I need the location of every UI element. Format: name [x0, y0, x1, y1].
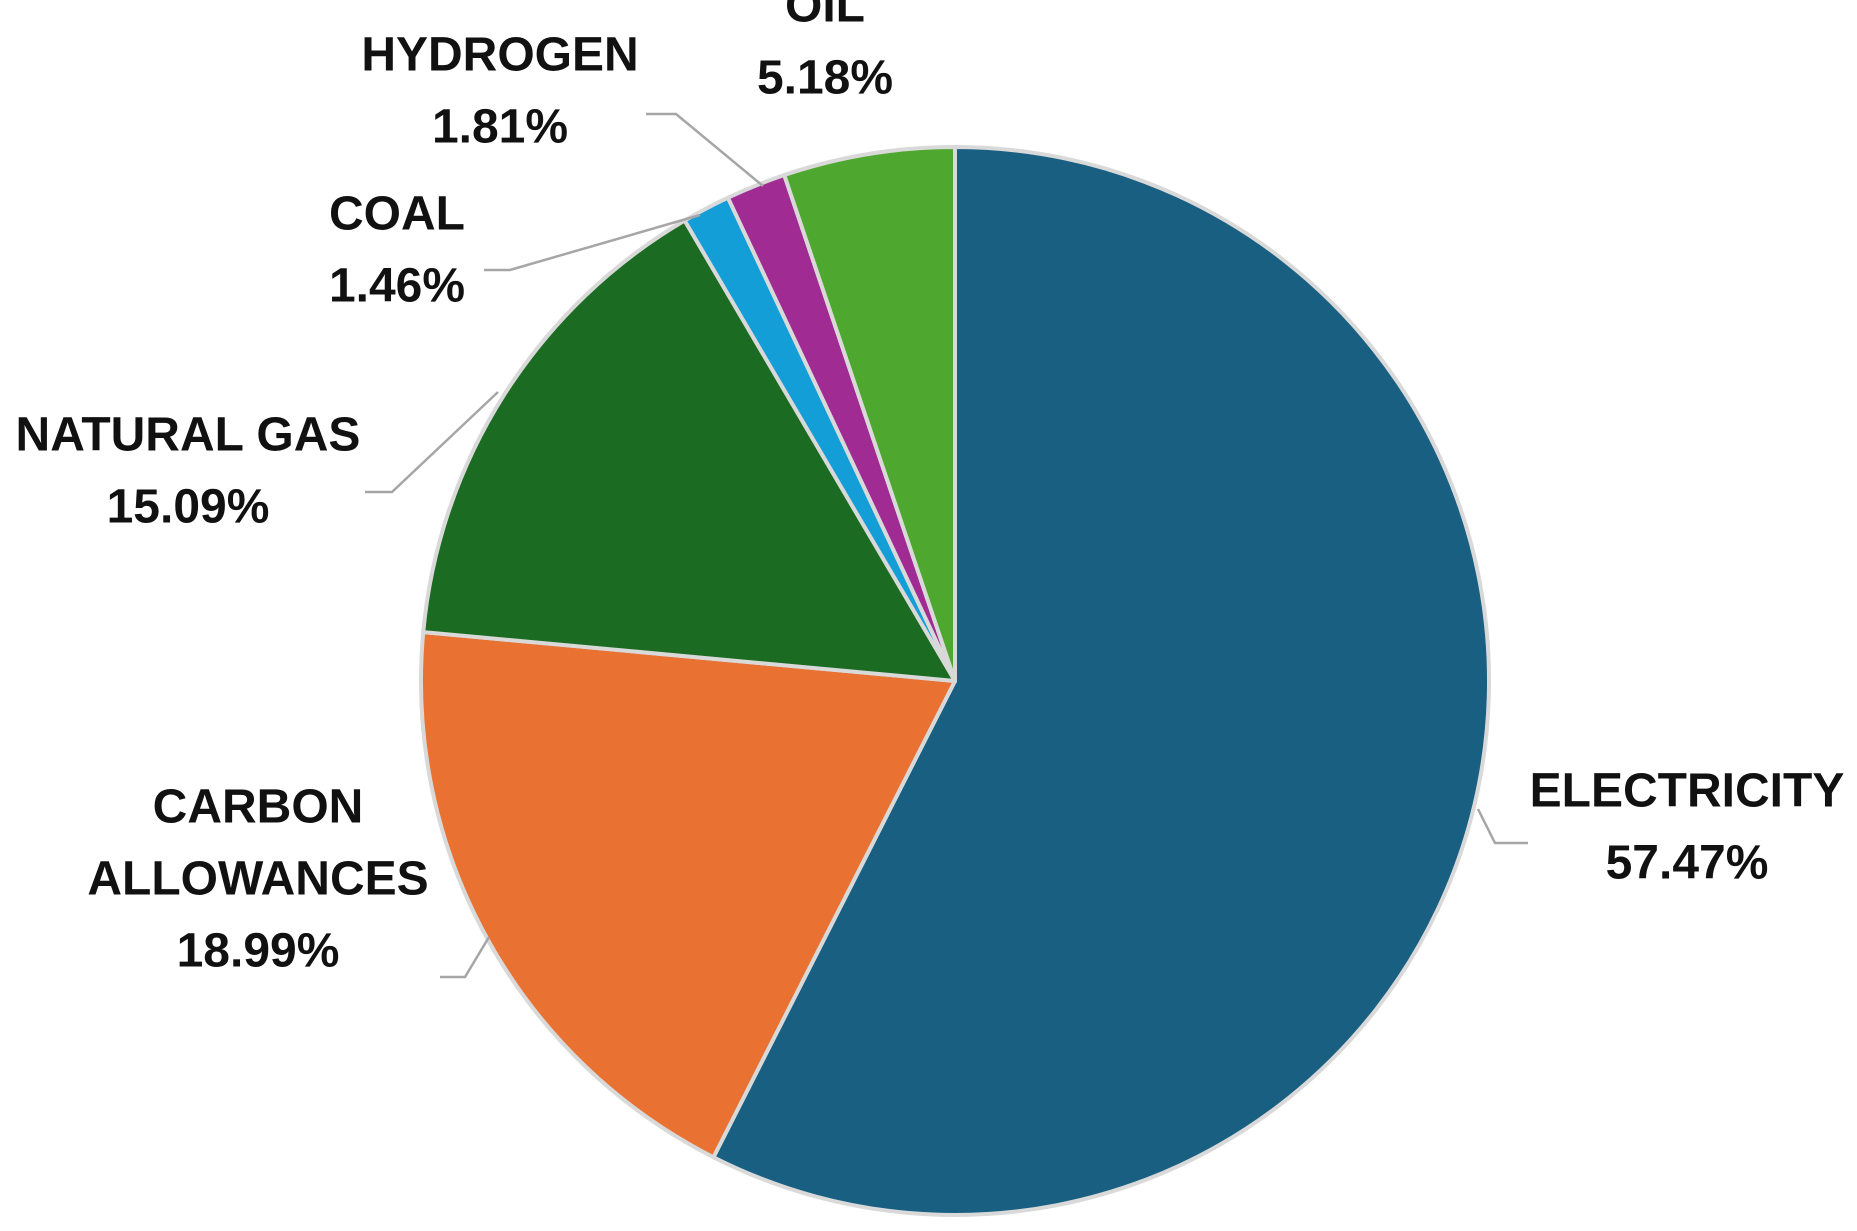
slice-label-electricity: ELECTRICITY 57.47% [1530, 765, 1845, 890]
slice-name-label: CARBON [153, 781, 364, 834]
leader-line-coal [484, 213, 701, 272]
leader-line-carbon-allowances [440, 936, 491, 979]
slice-name-label: OIL [785, 0, 865, 33]
pie-slice-electricity [711, 145, 1492, 1217]
leader-line-hydrogen [646, 112, 764, 187]
slice-value-label: 15.09% [107, 481, 270, 534]
slice-name-label: COAL [329, 188, 465, 241]
slice-label-oil: OIL 5.18% [757, 0, 893, 105]
slice-value-label: 1.46% [329, 260, 465, 313]
slice-label-carbon-allowances: CARBON ALLOWANCES 18.99% [87, 781, 428, 978]
slice-label-coal: COAL 1.46% [329, 188, 465, 313]
leader-line-electricity [1476, 808, 1528, 845]
pie-slice-oil [782, 145, 957, 683]
slice-label-natural-gas: NATURAL GAS 15.09% [16, 409, 361, 534]
slice-value-label: 1.81% [432, 101, 568, 154]
slice-name-label: HYDROGEN [361, 29, 638, 82]
pie-slices [419, 145, 1492, 1217]
slice-value-label: 57.47% [1606, 837, 1769, 890]
slice-name-label: ALLOWANCES [87, 853, 428, 906]
leader-lines [365, 112, 1528, 979]
slice-value-label: 18.99% [177, 925, 340, 978]
slice-value-label: 5.18% [757, 52, 893, 105]
slice-name-label: NATURAL GAS [16, 409, 361, 462]
slice-labels: ELECTRICITY 57.47% CARBON ALLOWANCES 18.99% N… [16, 0, 1845, 978]
leader-line-natural-gas [365, 391, 499, 494]
pie-slice-natural-gas [421, 218, 957, 683]
slice-name-label: ELECTRICITY [1530, 765, 1845, 818]
slice-label-hydrogen: HYDROGEN 1.81% [361, 29, 638, 154]
